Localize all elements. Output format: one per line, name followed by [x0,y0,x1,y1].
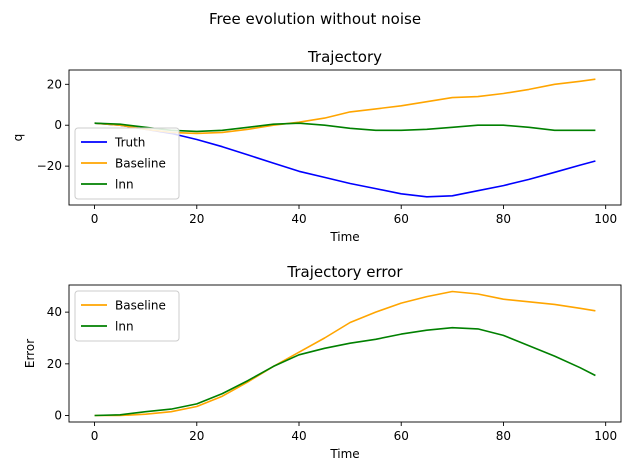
y-axis-label: q [11,134,25,142]
figure-suptitle: Free evolution without noise [209,10,421,28]
x-tick-label: 100 [594,212,617,226]
axes-title: Trajectory [307,48,382,66]
series-line-truth [94,122,596,198]
subplot-2: 0 20 40 60 80 100 0 20 40 Trajectory error Time Err… [23,263,622,461]
legend: Truth Baseline lnn [74,127,180,200]
axes-frame [68,69,622,206]
y-tick-label: 40 [47,305,62,319]
x-tick-label: 100 [594,429,617,443]
legend-box [74,290,180,342]
x-tick-label: 20 [189,429,204,443]
y-tick-label: 20 [47,357,62,371]
y-tick-label: 0 [54,409,62,423]
x-axis-label: Time [329,230,359,244]
x-tick-label: 20 [189,212,204,226]
legend: Baseline lnn [74,290,180,342]
y-axis-label: Error [23,339,37,368]
x-axis-label: Time [329,447,359,461]
x-tick-label: 60 [394,212,409,226]
x-tick-label: 0 [91,429,99,443]
legend-box [74,127,180,200]
legend-label: Baseline [115,299,166,313]
x-tick-label: 0 [91,212,99,226]
x-tick-label: 40 [291,429,306,443]
x-tick-label: 80 [496,212,511,226]
y-tick-label: 0 [54,118,62,132]
axes-title: Trajectory error [286,263,403,281]
series-line-baseline [94,78,596,135]
legend-label: lnn [115,320,134,334]
x-tick-label: 60 [394,429,409,443]
y-tick-label: 20 [47,77,62,91]
series-line-lnn [94,122,596,133]
legend-label: Truth [114,136,145,150]
series-line-lnn [94,326,596,417]
x-tick-label: 80 [496,429,511,443]
axes-frame [68,284,622,423]
series-line-baseline [94,290,596,417]
subplot-1: 0 20 40 60 80 100 −20 0 20 Trajectory Time q Truth Ba… [11,48,622,244]
x-tick-label: 40 [291,212,306,226]
legend-label: lnn [115,178,134,192]
y-tick-label: −20 [37,159,62,173]
legend-label: Baseline [115,157,166,171]
